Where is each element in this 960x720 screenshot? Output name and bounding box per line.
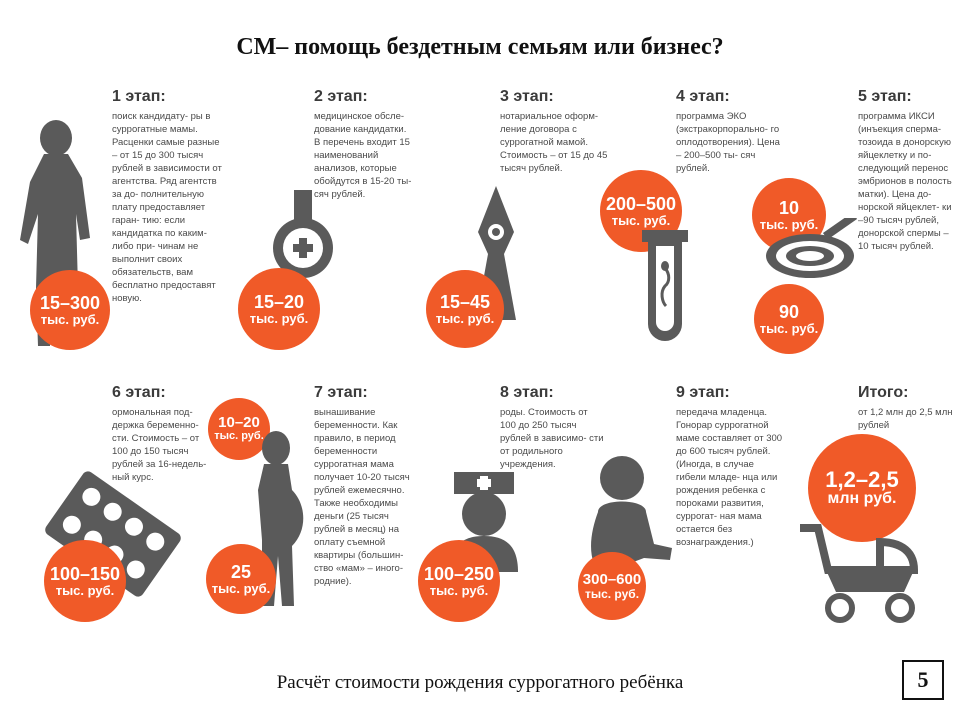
total-description: от 1,2 млн до 2,5 млн рублей (858, 407, 953, 431)
stage-9-description: передача младенца. Гонорар суррогатной м… (676, 407, 783, 548)
price-badge-stage-3-value: 15–45 (439, 291, 491, 312)
price-badge-stage-1-unit: тыс. руб. (40, 311, 100, 327)
price-badge-stage-8-value: 100–250 (423, 563, 495, 584)
stroller-icon (800, 524, 919, 623)
price-badge-total: 1,2–2,5 млн руб. (808, 434, 916, 542)
page-title: СМ– помощь бездетным семьям или бизнес? (236, 34, 724, 60)
stage-4-heading: 4 этап: (676, 88, 730, 105)
price-badge-stage-9-unit: тыс. руб. (584, 586, 640, 601)
price-badge-stage-7-a-unit: тыс. руб. (214, 430, 264, 443)
total: Итого: от 1,2 млн до 2,5 млн рублей (858, 384, 958, 432)
price-badge-stage-5-b-unit: тыс. руб. (759, 320, 819, 336)
petri-dish-icon (766, 218, 858, 278)
stage-8: 8 этап: роды. Стоимость от 100 до 250 ты… (500, 384, 604, 471)
caption: Расчёт стоимости рождения суррогатного р… (276, 672, 684, 693)
stage-9: 9 этап: передача младенца. Гонорар сурро… (676, 384, 786, 549)
price-badge-stage-4-value: 200–500 (605, 193, 677, 214)
stage-6-description: ормональная под- держка беременно- сти. … (112, 407, 207, 483)
price-badge-stage-8: 100–250 тыс. руб. (418, 540, 500, 622)
stage-9-heading: 9 этап: (676, 384, 730, 401)
price-badge-stage-4: 200–500 тыс. руб. (600, 170, 682, 252)
stage-8-heading: 8 этап: (500, 384, 554, 401)
price-badge-total-value: 1,2–2,5 (825, 467, 899, 493)
stage-1: 1 этап: поиск кандидату- ры в суррогатны… (112, 88, 222, 305)
price-badge-stage-6-value: 100–150 (49, 563, 121, 584)
price-badge-stage-4-unit: тыс. руб. (611, 212, 671, 228)
stage-8-description: роды. Стоимость от 100 до 250 тысяч рубл… (500, 407, 604, 470)
price-badge-stage-7-b-unit: тыс. руб. (211, 580, 271, 596)
stage-6-heading: 6 этап: (112, 384, 166, 401)
price-badge-stage-5-b-value: 90 (778, 301, 800, 322)
price-badge-stage-7-b: 25 тыс. руб. (206, 544, 276, 614)
stage-5-description: программа ИКСИ (инъекция сперма- тозоида… (858, 111, 952, 252)
stage-3-heading: 3 этап: (500, 88, 554, 105)
stage-3-description: нотариальное оформ- ление договора с сур… (500, 111, 608, 174)
stage-1-description: поиск кандидату- ры в суррогатные мамы. … (112, 111, 222, 304)
baby-icon (591, 456, 672, 564)
price-badge-stage-7-a-value: 10–20 (218, 414, 260, 432)
price-badge-stage-9: 300–600 тыс. руб. (578, 552, 646, 620)
price-badge-stage-9-value: 300–600 (582, 570, 642, 588)
price-badge-stage-5-a-unit: тыс. руб. (759, 216, 819, 232)
page-number: 5 (902, 660, 944, 700)
price-badge-stage-2: 15–20 тыс. руб. (238, 268, 320, 350)
test-tube-icon (642, 230, 688, 341)
price-badge-total-unit: млн руб. (827, 490, 897, 508)
price-badge-stage-6: 100–150 тыс. руб. (44, 540, 126, 622)
stage-7-heading: 7 этап: (314, 384, 368, 401)
price-badge-stage-1-value: 15–300 (39, 292, 101, 313)
stage-1-heading: 1 этап: (112, 88, 166, 105)
stage-2-description: медицинское обсле- дование кандидатки. В… (314, 111, 412, 200)
stage-5-heading: 5 этап: (858, 88, 912, 105)
stage-7-description: вынашивание беременности. Как правило, в… (314, 407, 410, 587)
price-badge-stage-8-unit: тыс. руб. (429, 582, 489, 598)
price-badge-stage-3: 15–45 тыс. руб. (426, 270, 504, 348)
stage-2-heading: 2 этап: (314, 88, 368, 105)
price-badge-stage-2-value: 15–20 (253, 291, 305, 312)
price-badge-stage-7-b-value: 25 (230, 561, 252, 582)
price-badge-stage-1: 15–300 тыс. руб. (30, 270, 110, 350)
price-badge-stage-6-unit: тыс. руб. (55, 582, 115, 598)
total-heading: Итого: (858, 384, 909, 401)
flask-icon (273, 190, 333, 278)
price-badge-stage-7-a: 10–20 тыс. руб. (208, 398, 270, 460)
stage-6: 6 этап: ормональная под- держка беременн… (112, 384, 212, 484)
stage-7: 7 этап: вынашивание беременности. Как пр… (314, 384, 418, 588)
price-badge-stage-5-a-value: 10 (778, 197, 800, 218)
stage-3: 3 этап: нотариальное оформ- ление догово… (500, 88, 610, 175)
stage-2: 2 этап: медицинское обсле- дование канди… (314, 88, 414, 201)
price-badge-stage-5-b: 90 тыс. руб. (754, 284, 824, 354)
stage-5: 5 этап: программа ИКСИ (инъекция сперма-… (858, 88, 958, 253)
stage-4: 4 этап: программа ЭКО (экстракорпорально… (676, 88, 786, 175)
stage-4-description: программа ЭКО (экстракорпорально- го опл… (676, 111, 780, 174)
price-badge-stage-3-unit: тыс. руб. (435, 310, 495, 326)
price-badge-stage-2-unit: тыс. руб. (249, 310, 309, 326)
